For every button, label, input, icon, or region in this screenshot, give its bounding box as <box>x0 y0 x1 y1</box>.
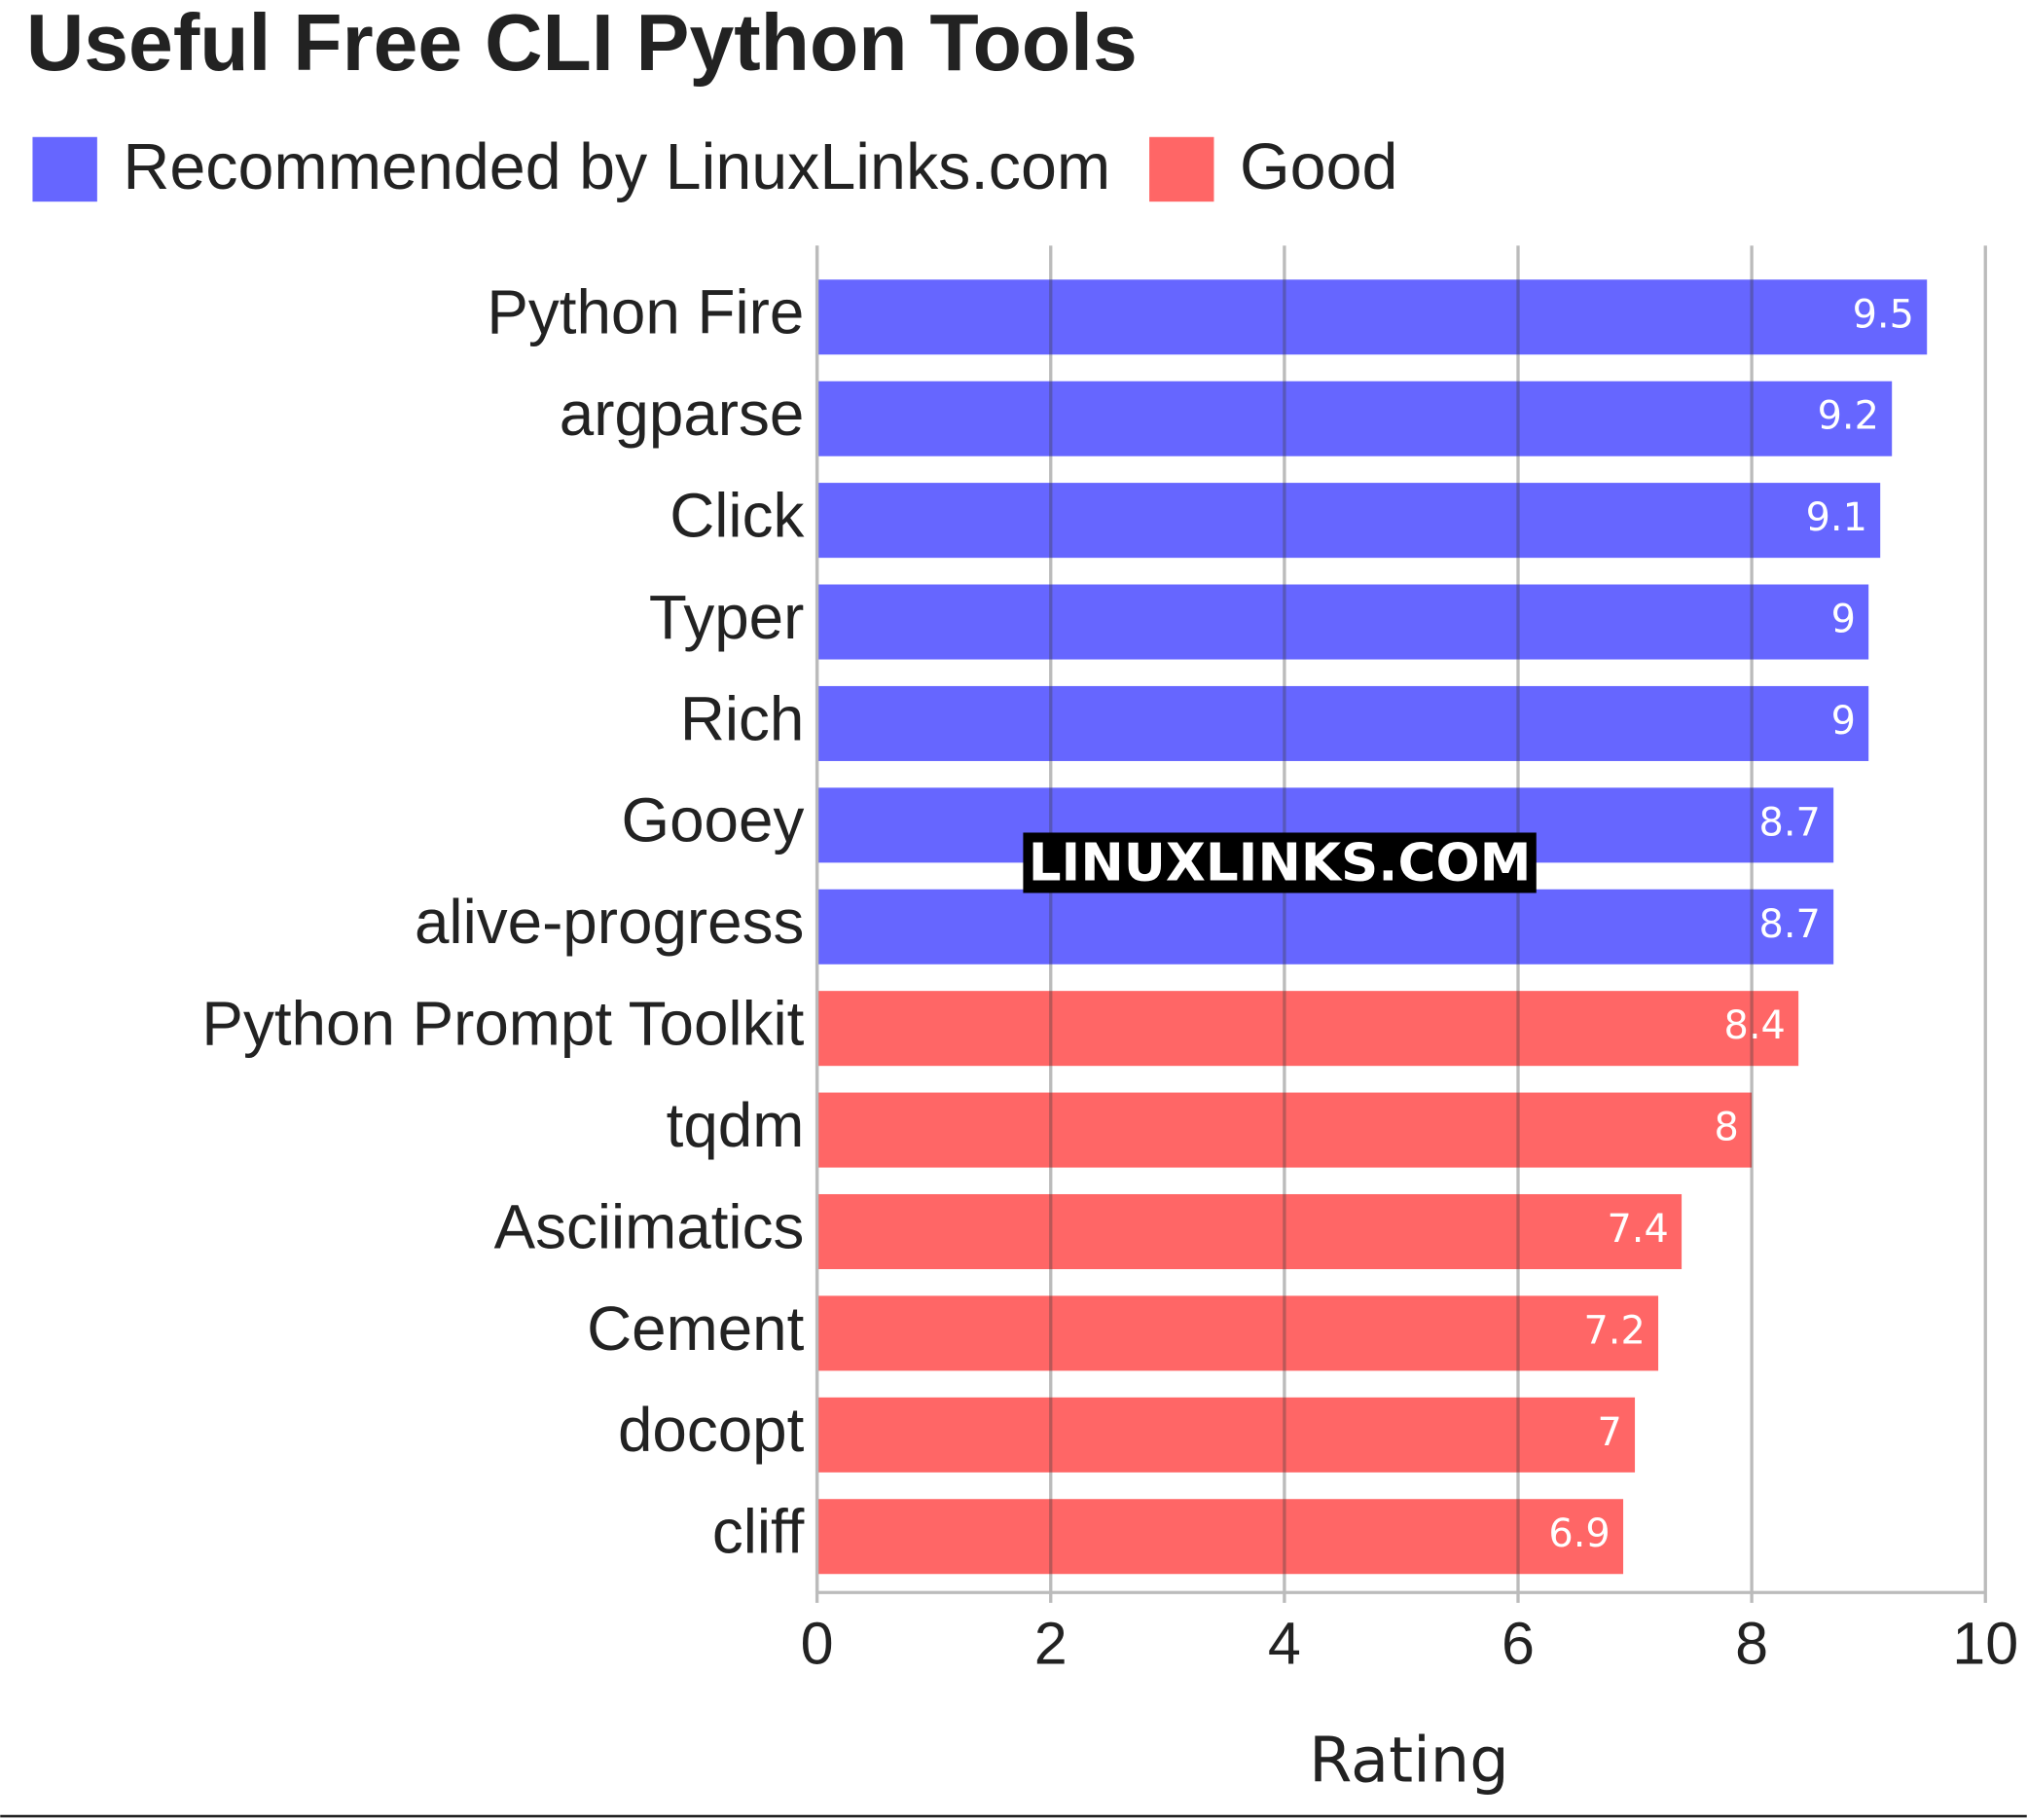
bar <box>816 584 1869 660</box>
value-label: 7.2 <box>1583 1308 1645 1353</box>
y-tick-label: tqdm <box>667 1090 805 1160</box>
value-label: 8.4 <box>1724 1003 1786 1048</box>
y-tick-label: cliff <box>712 1497 805 1567</box>
y-tick-label: argparse <box>560 379 805 449</box>
y-tick-label: Rich <box>680 683 805 753</box>
bar <box>816 685 1869 761</box>
bar <box>816 889 1834 965</box>
value-label: 9.1 <box>1806 495 1867 540</box>
bar <box>816 1295 1659 1371</box>
x-tick-label: 4 <box>1268 1611 1301 1677</box>
y-tick-label: Asciimatics <box>494 1191 805 1261</box>
y-tick-label: Gooey <box>622 785 805 855</box>
legend-swatch <box>1149 136 1214 202</box>
value-label: 9.5 <box>1853 292 1914 337</box>
bar <box>816 1092 1753 1168</box>
x-tick-label: 8 <box>1735 1611 1768 1677</box>
x-tick-label: 0 <box>801 1611 834 1677</box>
watermark: LINUXLINKS.COM <box>1029 832 1532 892</box>
bar <box>816 483 1881 559</box>
legend-label: Recommended by LinuxLinks.com <box>123 131 1110 203</box>
x-tick-label: 2 <box>1034 1611 1068 1677</box>
value-label: 6.9 <box>1548 1511 1610 1556</box>
value-label: 8.7 <box>1759 800 1821 845</box>
value-label: 7 <box>1597 1410 1621 1455</box>
x-axis-label: Rating <box>1309 1725 1509 1797</box>
y-tick-label: Python Prompt Toolkit <box>201 989 804 1059</box>
y-tick-label: Cement <box>587 1293 805 1364</box>
y-tick-label: docopt <box>618 1395 805 1465</box>
value-label: 9 <box>1831 699 1856 744</box>
value-label: 7.4 <box>1607 1207 1668 1252</box>
value-label: 9.2 <box>1818 394 1879 439</box>
x-tick-label: 6 <box>1502 1611 1535 1677</box>
y-tick-label: alive-progress <box>415 887 804 957</box>
legend-label: Good <box>1240 131 1397 203</box>
value-label: 8 <box>1714 1106 1738 1150</box>
y-tick-label: Python Fire <box>487 277 804 347</box>
y-tick-label: Typer <box>649 582 804 652</box>
bar <box>816 279 1928 355</box>
legend-swatch <box>32 136 97 202</box>
bar <box>816 381 1893 456</box>
y-tick-label: Click <box>670 480 804 550</box>
value-label: 8.7 <box>1759 902 1821 947</box>
bar <box>816 991 1799 1067</box>
bar <box>816 1193 1683 1270</box>
bar <box>816 1499 1624 1575</box>
bar <box>816 1397 1636 1473</box>
x-tick-label: 10 <box>1952 1611 2018 1677</box>
value-label: 9 <box>1831 598 1856 642</box>
watermark-bg <box>1023 832 1537 893</box>
chart-title: Useful Free CLI Python Tools <box>26 0 1138 88</box>
